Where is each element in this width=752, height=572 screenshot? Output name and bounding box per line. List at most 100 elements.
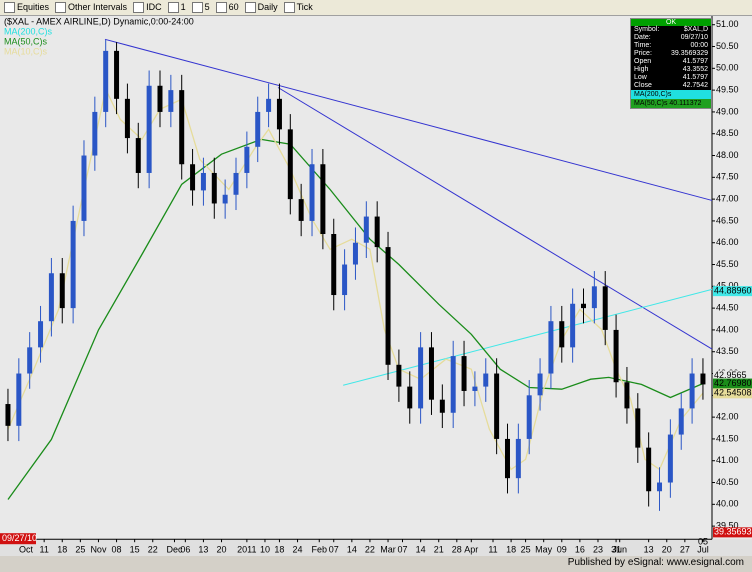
candle-body bbox=[450, 356, 456, 413]
candle-body bbox=[548, 321, 554, 374]
candle-body bbox=[135, 138, 141, 173]
info-ma: MA(200,C)s bbox=[631, 90, 711, 99]
toolbar-item[interactable]: IDC bbox=[133, 2, 162, 14]
price-flag bbox=[713, 388, 752, 399]
icon bbox=[244, 2, 256, 14]
x-tick-label: 18 bbox=[506, 545, 516, 555]
info-header: OK bbox=[631, 19, 711, 26]
candle-body bbox=[16, 373, 22, 426]
y-tick-label: 47.00 bbox=[716, 193, 739, 203]
candle-body bbox=[461, 356, 467, 391]
info-key: Low bbox=[634, 74, 647, 81]
icon bbox=[4, 2, 15, 14]
y-tick-label: 42.00 bbox=[716, 411, 739, 421]
candle-body bbox=[418, 347, 424, 409]
toolbar-label: Other Intervals bbox=[68, 1, 128, 12]
price-flag-label: 42.545085 bbox=[714, 388, 752, 398]
candle-body bbox=[48, 273, 54, 322]
info-row: High 43.3552 bbox=[631, 66, 711, 74]
x-tick-label: 11 bbox=[488, 545, 497, 555]
toolbar-label: Equities bbox=[17, 1, 50, 12]
x-tick-label: 21 bbox=[434, 545, 444, 555]
info-value: 00:00 bbox=[690, 42, 708, 49]
x-axis-background bbox=[0, 539, 752, 556]
icon bbox=[215, 2, 227, 14]
trendline bbox=[277, 87, 713, 350]
candle-body bbox=[320, 164, 326, 234]
candle-body bbox=[689, 373, 695, 409]
candle-body bbox=[624, 382, 630, 409]
y-tick-label: 45.50 bbox=[716, 259, 739, 269]
candle-body bbox=[255, 111, 261, 147]
x-tick-label: 07 bbox=[398, 545, 408, 555]
candle-body bbox=[385, 247, 391, 365]
toolbar-item[interactable]: 1 bbox=[167, 2, 186, 14]
y-tick-label: 39.50 bbox=[716, 520, 739, 530]
x-tick-label: Oct bbox=[19, 545, 34, 555]
candle-body bbox=[211, 172, 217, 204]
candle-body bbox=[526, 395, 532, 439]
candle-body bbox=[38, 321, 44, 348]
candle-body bbox=[298, 199, 304, 221]
x-tick-label: 20 bbox=[662, 545, 672, 555]
x-tick-label: 14 bbox=[416, 545, 426, 555]
candle-body bbox=[570, 303, 576, 348]
x-tick-label: Mar bbox=[380, 545, 396, 555]
candle-body bbox=[613, 329, 619, 383]
candle-body bbox=[81, 155, 87, 221]
icon bbox=[133, 2, 145, 14]
icon bbox=[55, 2, 67, 14]
candle-body bbox=[667, 434, 673, 483]
y-tick-label: 46.00 bbox=[716, 237, 739, 247]
candle-body bbox=[646, 447, 652, 492]
candle-body bbox=[439, 399, 445, 413]
info-row: Open 41.5797 bbox=[631, 58, 711, 66]
x-tick-label: 18 bbox=[57, 545, 67, 555]
x-tick-label: 27 bbox=[680, 545, 690, 555]
x-tick-label: 07 bbox=[329, 545, 339, 555]
candle-body bbox=[342, 264, 348, 296]
y-tick-label: 49.50 bbox=[716, 84, 739, 94]
candle-body bbox=[179, 90, 185, 165]
toolbar: Equities Other Intervals IDC 1 5 60 Daily Tick bbox=[0, 0, 752, 16]
toolbar-item[interactable]: Daily bbox=[244, 2, 278, 14]
candle-body bbox=[222, 194, 228, 204]
candle-body bbox=[352, 242, 358, 265]
icon bbox=[167, 2, 179, 14]
candle-body bbox=[309, 164, 315, 221]
y-tick-label: 45.00 bbox=[716, 281, 739, 291]
y-tick-label: 51.00 bbox=[716, 19, 739, 29]
x-tick-label: 28 bbox=[452, 545, 462, 555]
candle-body bbox=[363, 216, 369, 243]
info-row: Symbol: $XAL,D bbox=[631, 26, 711, 34]
candle-body bbox=[59, 273, 65, 309]
toolbar-item[interactable]: Equities bbox=[4, 1, 50, 14]
info-key: Price: bbox=[634, 50, 652, 57]
candle-body bbox=[92, 111, 98, 156]
toolbar-item[interactable]: Tick bbox=[283, 2, 313, 14]
info-key: Time: bbox=[634, 42, 652, 49]
candle-body bbox=[635, 408, 641, 448]
info-box: OK Symbol: $XAL,D Date: 09/27/10 Time: 00:00 Pr… bbox=[630, 18, 712, 109]
x-tick-label: Jul bbox=[697, 545, 709, 555]
x-tick-label: Dec bbox=[166, 545, 183, 555]
candle-body bbox=[146, 85, 152, 173]
toolbar-item[interactable]: Other Intervals bbox=[55, 1, 128, 14]
y-tick-label: 43.50 bbox=[716, 346, 739, 356]
x-tick-label: Nov bbox=[90, 545, 107, 555]
y-tick-label: 50.50 bbox=[716, 41, 739, 51]
price-flag-label: 44.889606 bbox=[714, 286, 752, 296]
y-tick-label: 49.00 bbox=[716, 106, 739, 116]
price-flag bbox=[713, 286, 752, 297]
x-tick-label: Jun bbox=[612, 545, 627, 555]
x-tick-label: 11 bbox=[39, 545, 48, 555]
price-flag bbox=[713, 378, 752, 389]
toolbar-item[interactable]: 60 bbox=[215, 2, 239, 14]
toolbar-item[interactable]: 5 bbox=[191, 2, 210, 14]
candle-body bbox=[27, 347, 33, 374]
candle-body bbox=[70, 220, 76, 309]
price-flag bbox=[713, 527, 752, 538]
candle-body bbox=[472, 386, 478, 391]
y-tick-label: 47.50 bbox=[716, 172, 739, 182]
